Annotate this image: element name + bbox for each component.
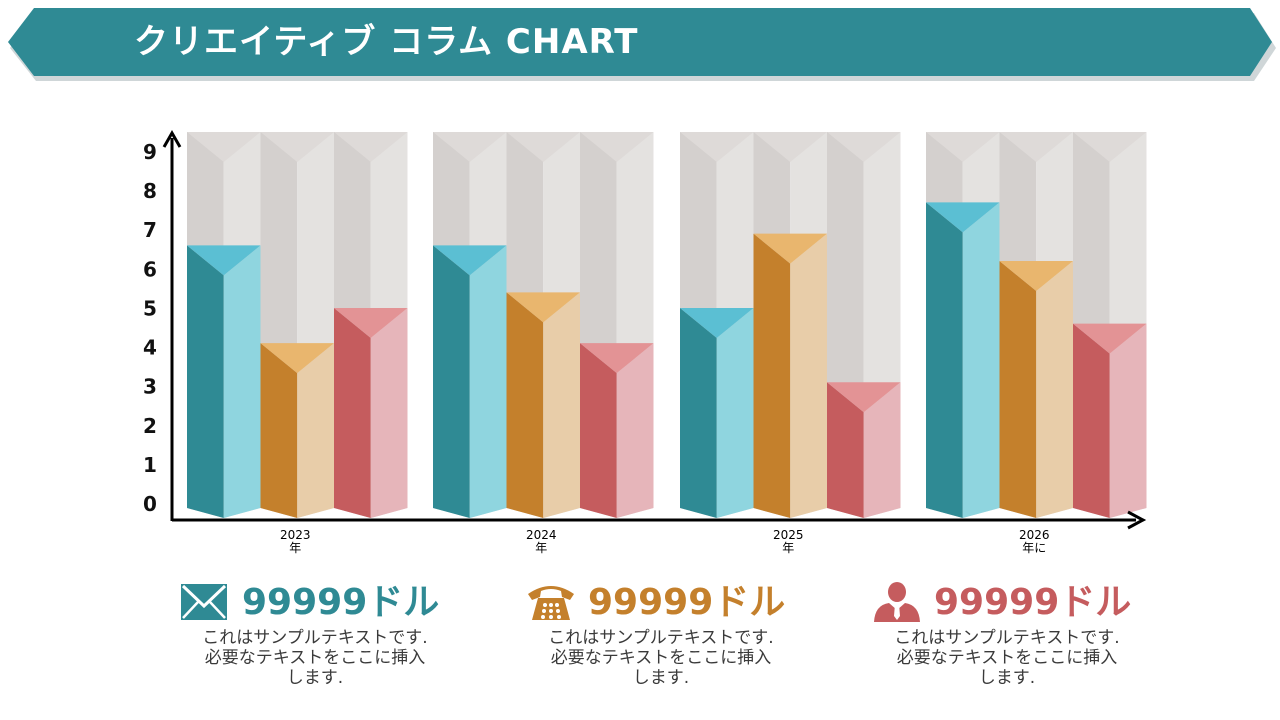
bar-teal-3 [926,202,963,518]
bar-teal-0-top [187,245,261,276]
info-value-phone: 99999ドル [588,582,786,623]
y-tick-label: 5 [143,296,157,320]
bar-teal-2-top [680,307,754,338]
x-tick-label: 年 [782,541,794,555]
bar-orange-1-top [506,292,580,323]
bar-teal-2 [680,307,717,518]
bar-red-0-face [370,307,408,518]
y-tick-label: 4 [143,336,157,360]
bar-red-0 [334,307,371,518]
bar-orange-0 [260,343,298,518]
y-tick-label: 2 [143,414,157,438]
x-tick-label: 2023 [280,528,311,542]
info-text-mail: これはサンプルテキストです. 必要なテキストをここに挿入 します. [202,628,428,688]
bar-orange-0-top [260,343,334,374]
column-track [506,132,580,162]
column-track [926,132,1000,162]
x-tick-label: 年に [1022,541,1046,555]
x-axis-arrow [1127,510,1147,530]
bar-red-1-top [580,343,654,374]
bar-teal-0 [187,245,224,518]
x-tick-label: 年 [535,541,547,555]
bar-teal-3-face [962,202,1000,518]
bar-teal-1-face [469,245,507,518]
x-tick-label: 2024 [526,528,557,542]
bar-red-1 [580,343,617,518]
column-track [999,132,1073,162]
bar-red-3-top [1073,323,1147,354]
y-tick-label: 9 [143,140,157,164]
column-track [1073,132,1147,162]
column-track [433,132,507,162]
bar-orange-1-face [543,292,580,518]
info-value-mail: 99999ドル [242,582,440,623]
x-tick-label: 年 [289,541,301,555]
column-track [334,132,408,162]
bar-red-1-face [616,343,654,518]
bar-orange-3-top [999,261,1073,292]
x-tick-label: 2026 [1019,528,1050,542]
bar-orange-3 [999,261,1037,518]
bar-orange-2-top [753,233,827,264]
bar-teal-1-top [433,245,507,276]
bar-teal-2-face [716,307,754,518]
column-track [827,132,901,162]
y-tick-label: 1 [143,453,157,477]
page-title: クリエイティブ コラム CHART [134,22,639,62]
info-text-phone: これはサンプルテキストです. 必要なテキストをここに挿入 します. [548,628,774,688]
bar-teal-0-face [223,245,261,518]
title-banner [8,8,1276,81]
bar-red-3-face [1109,323,1147,518]
bar-orange-1 [506,292,544,518]
bar-orange-0-face [297,343,334,518]
envelope-icon [181,584,227,620]
bar-red-2-top [827,382,901,413]
person-icon [874,582,920,622]
bar-teal-1 [433,245,470,518]
bar-orange-3-face [1036,261,1073,518]
telephone-icon [528,586,574,620]
y-tick-label: 3 [143,375,157,399]
y-tick-label: 7 [143,218,157,242]
bar-orange-2 [753,233,791,518]
bar-red-3 [1073,323,1110,518]
column-track [260,132,334,162]
y-axis-arrow [162,129,182,148]
bar-teal-3-top [926,202,1000,233]
bar-red-2 [827,382,864,518]
y-tick-label: 8 [143,179,157,203]
column-track [187,132,261,162]
column-track [680,132,754,162]
info-text-person: これはサンプルテキストです. 必要なテキストをここに挿入 します. [894,628,1120,688]
bar-orange-2-face [790,233,827,518]
column-track [580,132,654,162]
bar-red-2-face [863,382,901,518]
x-tick-label: 2025 [773,528,804,542]
info-value-person: 99999ドル [934,582,1132,623]
bar-red-0-top [334,307,408,338]
y-tick-label: 6 [143,257,157,281]
column-track [753,132,827,162]
y-tick-label: 0 [143,492,157,516]
